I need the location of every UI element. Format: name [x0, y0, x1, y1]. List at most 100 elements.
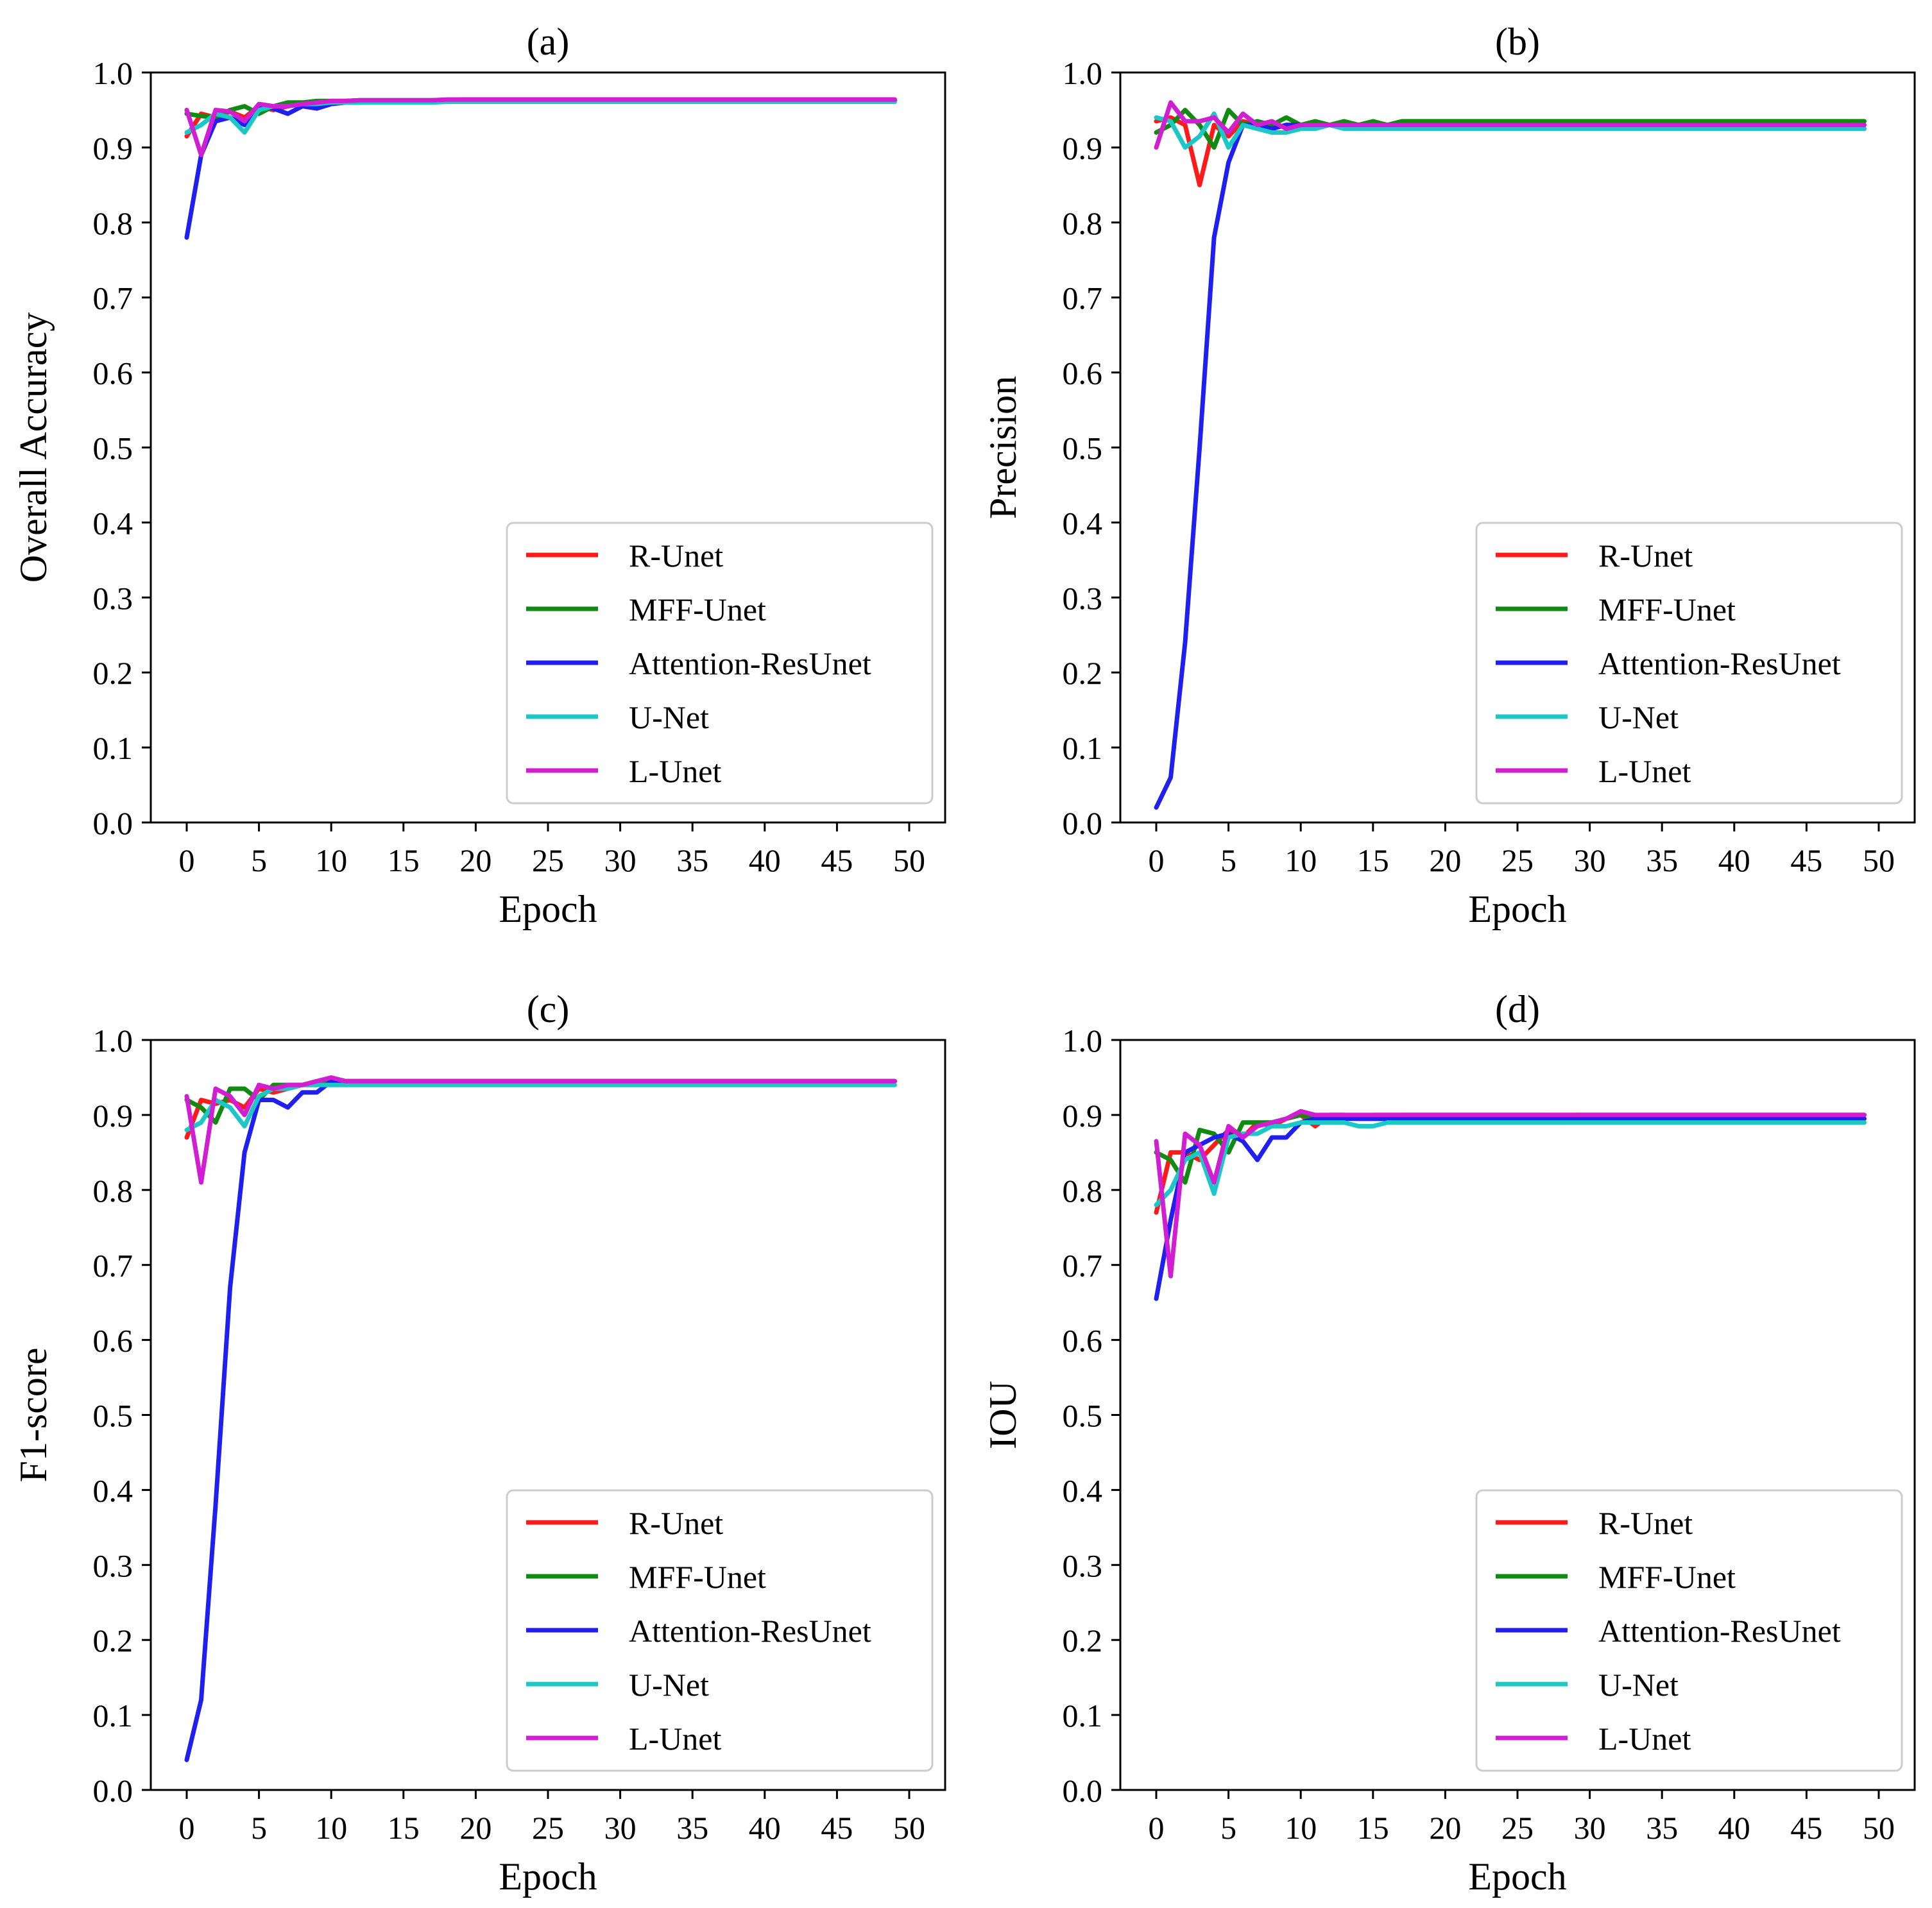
y-tick-label: 0.1	[1063, 1698, 1103, 1733]
y-tick-label: 0.6	[1063, 1323, 1103, 1359]
y-tick-label: 0.8	[93, 205, 133, 241]
legend-box	[1475, 522, 1903, 805]
y-tick-label: 0.3	[1063, 580, 1103, 616]
x-tick-label: 5	[251, 842, 267, 878]
y-tick-label: 1.0	[1063, 1023, 1103, 1059]
legend-label: R-Unet	[1598, 1505, 1693, 1541]
legend-label: MFF-Unet	[629, 592, 766, 627]
y-tick-label: 0.2	[93, 655, 133, 691]
chart-title: (c)	[527, 988, 570, 1030]
legend-label: L-Unet	[629, 753, 721, 789]
y-axis-label: Precision	[982, 376, 1024, 519]
x-tick-label: 20	[459, 1810, 492, 1846]
legend-label: U-Net	[1598, 1667, 1679, 1703]
chart-title: (b)	[1495, 21, 1540, 63]
legend: R-Unet MFF-Unet Attention-ResUnet U-Net L-Un…	[506, 522, 934, 805]
series-line-l-unet	[184, 1075, 897, 1185]
series-line-attention-resunet	[184, 98, 897, 240]
y-tick-label: 0.8	[93, 1173, 133, 1209]
x-tick-label: 45	[1790, 842, 1822, 878]
series-line-u-net	[184, 1082, 897, 1132]
y-tick-label: 0.3	[1063, 1547, 1103, 1583]
legend-label: R-Unet	[1598, 538, 1693, 574]
y-tick-label: 0.6	[93, 1323, 133, 1359]
x-tick-label: 50	[1863, 842, 1895, 878]
legend-label: L-Unet	[629, 1721, 721, 1757]
x-tick-label: 10	[315, 1810, 347, 1846]
y-tick-label: 0.8	[1063, 205, 1103, 241]
series-line-l-unet	[184, 97, 897, 158]
legend-box	[1475, 1489, 1903, 1772]
legend: R-Unet MFF-Unet Attention-ResUnet U-Net L-Un…	[1475, 1489, 1903, 1772]
series-line-attention-resunet	[1154, 1116, 1867, 1301]
series-line-l-unet	[1154, 1109, 1867, 1279]
x-tick-label: 15	[388, 842, 420, 878]
x-tick-label: 0	[1149, 842, 1165, 878]
x-tick-label: 0	[1149, 1810, 1165, 1846]
x-tick-label: 5	[1220, 1810, 1236, 1846]
x-tick-label: 20	[1429, 842, 1461, 878]
x-tick-label: 25	[1501, 842, 1534, 878]
chart-title: (a)	[527, 21, 570, 63]
x-tick-label: 5	[1220, 842, 1236, 878]
y-tick-label: 1.0	[93, 55, 133, 91]
legend-label: Attention-ResUnet	[1598, 645, 1841, 681]
legend-label: Attention-ResUnet	[1598, 1613, 1841, 1649]
legend-label: U-Net	[629, 699, 709, 735]
legend: R-Unet MFF-Unet Attention-ResUnet U-Net L-Un…	[1475, 522, 1903, 805]
x-tick-label: 50	[893, 842, 925, 878]
x-tick-label: 0	[179, 842, 195, 878]
y-tick-label: 0.5	[1063, 1398, 1103, 1434]
legend-label: MFF-Unet	[629, 1559, 766, 1595]
series-line-l-unet	[1154, 100, 1867, 150]
y-tick-label: 0.3	[93, 580, 133, 616]
y-tick-label: 0.3	[93, 1547, 133, 1583]
y-tick-label: 0.4	[1063, 505, 1103, 541]
x-tick-label: 20	[1429, 1810, 1461, 1846]
x-tick-label: 35	[1646, 842, 1678, 878]
y-axis-label: F1-score	[12, 1348, 55, 1483]
legend-label: R-Unet	[629, 538, 723, 574]
legend-label: L-Unet	[1598, 1721, 1691, 1757]
y-tick-label: 0.0	[1063, 1773, 1103, 1809]
y-tick-label: 0.2	[1063, 655, 1103, 691]
legend-box	[506, 1489, 934, 1772]
series-line-u-net	[1154, 111, 1867, 150]
x-tick-label: 45	[821, 842, 853, 878]
chart-panel-3: (c) 0.0 0.1 0.2 0.3 0.4 0.5 0.6 0.7 0.8 0.9 1.0 0 5 10…	[12, 988, 946, 1898]
x-tick-label: 25	[1501, 1810, 1534, 1846]
x-tick-label: 15	[1357, 1810, 1389, 1846]
y-axis-label: Overall Accuracy	[12, 312, 55, 583]
y-tick-label: 0.0	[1063, 805, 1103, 841]
y-tick-label: 0.9	[1063, 130, 1103, 166]
x-tick-label: 45	[1790, 1810, 1822, 1846]
y-axis-label: IOU	[982, 1381, 1024, 1449]
y-tick-label: 0.4	[93, 1472, 133, 1508]
y-tick-label: 0.9	[1063, 1098, 1103, 1134]
y-tick-label: 0.4	[93, 505, 133, 541]
legend-label: Attention-ResUnet	[629, 645, 871, 681]
x-tick-label: 25	[532, 1810, 564, 1846]
x-tick-label: 40	[1718, 842, 1750, 878]
legend-label: MFF-Unet	[1598, 1559, 1736, 1595]
chart-panel-2: (b) 0.0 0.1 0.2 0.3 0.4 0.5 0.6 0.7 0.8 0.9 1.0 0 5 10…	[982, 21, 1916, 930]
x-tick-label: 30	[604, 842, 637, 878]
y-tick-label: 0.7	[93, 280, 133, 316]
y-tick-label: 0.7	[93, 1248, 133, 1284]
y-tick-label: 0.7	[1063, 280, 1103, 316]
y-tick-label: 0.9	[93, 1098, 133, 1134]
legend-label: U-Net	[1598, 699, 1679, 735]
y-tick-label: 0.6	[1063, 355, 1103, 391]
x-tick-label: 35	[1646, 1810, 1678, 1846]
series-line-u-net	[1154, 1120, 1867, 1207]
x-tick-label: 15	[1357, 842, 1389, 878]
y-tick-label: 0.0	[93, 805, 133, 841]
legend-label: MFF-Unet	[1598, 592, 1736, 627]
legend-box	[506, 522, 934, 805]
y-tick-label: 0.8	[1063, 1173, 1103, 1209]
chart-panel-4: (d) 0.0 0.1 0.2 0.3 0.4 0.5 0.6 0.7 0.8 0.9 1.0 0 5 10…	[982, 988, 1916, 1898]
x-tick-label: 10	[1285, 842, 1317, 878]
legend-label: U-Net	[629, 1667, 709, 1703]
legend-label: Attention-ResUnet	[629, 1613, 871, 1649]
x-tick-label: 35	[676, 842, 708, 878]
